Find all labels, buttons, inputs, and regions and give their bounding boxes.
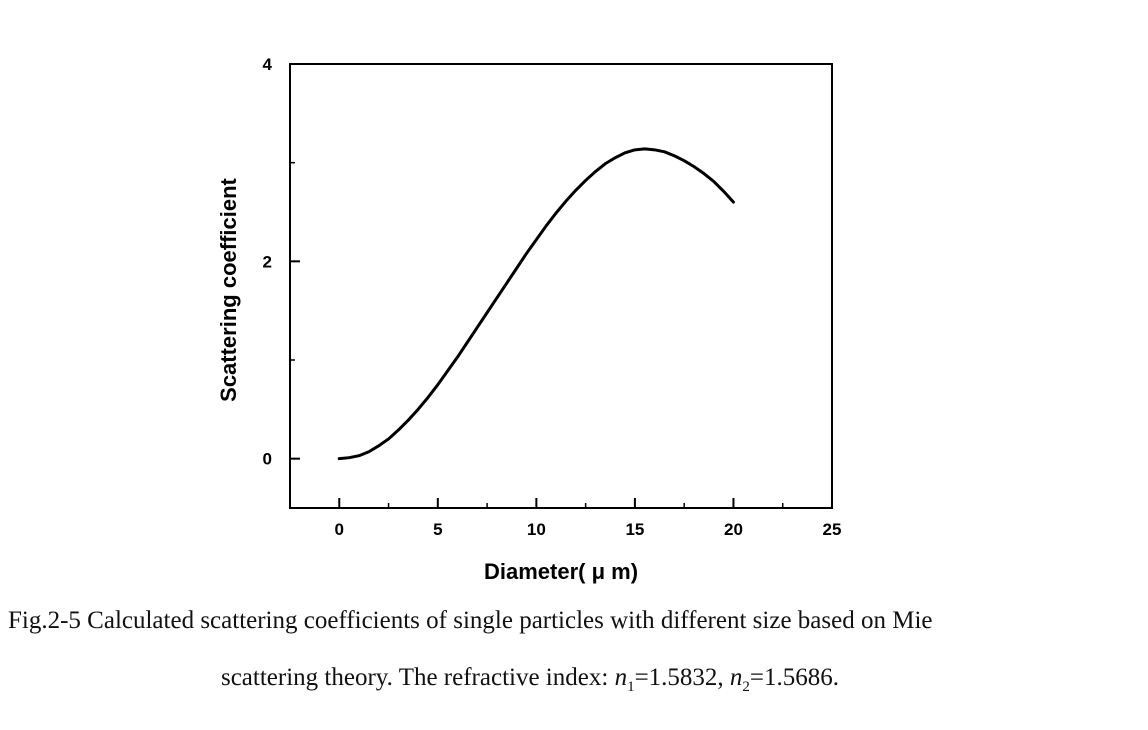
x-tick-label: 0 — [335, 520, 344, 539]
caption-line-2-prefix: scattering theory. The refractive index: — [220, 664, 615, 691]
n1-subscript: 1 — [627, 679, 635, 695]
x-tick-label: 10 — [527, 520, 546, 539]
figure-caption-line-2: scattering theory. The refractive index:… — [0, 664, 1060, 696]
axis-tick-labels: 0 5 10 15 20 25 0 2 4 — [263, 55, 842, 539]
n2-subscript: 2 — [742, 679, 750, 695]
x-axis-title: Diameter( μ m) — [484, 559, 638, 584]
y-tick-label: 0 — [263, 450, 272, 469]
figure-caption-line-1: Fig.2-5 Calculated scattering coefficien… — [8, 607, 933, 634]
n1-value: =1.5832, — [634, 664, 730, 691]
scattering-chart: 0 5 10 15 20 25 0 2 4 Diameter( μ m) Scattering … — [216, 55, 842, 584]
n2-value: =1.5686. — [749, 664, 840, 691]
y-tick-label: 2 — [263, 252, 272, 271]
x-tick-label: 20 — [724, 520, 743, 539]
scattering-curve — [337, 147, 735, 461]
y-axis-title: Scattering coefficient — [216, 177, 241, 401]
n2-symbol: n — [729, 664, 743, 691]
n1-symbol: n — [614, 664, 628, 691]
x-tick-label: 15 — [625, 520, 644, 539]
x-tick-label: 25 — [823, 520, 842, 539]
x-tick-label: 5 — [433, 520, 442, 539]
y-tick-label: 4 — [263, 55, 273, 74]
axis-ticks — [290, 63, 833, 508]
plot-frame — [289, 63, 833, 509]
